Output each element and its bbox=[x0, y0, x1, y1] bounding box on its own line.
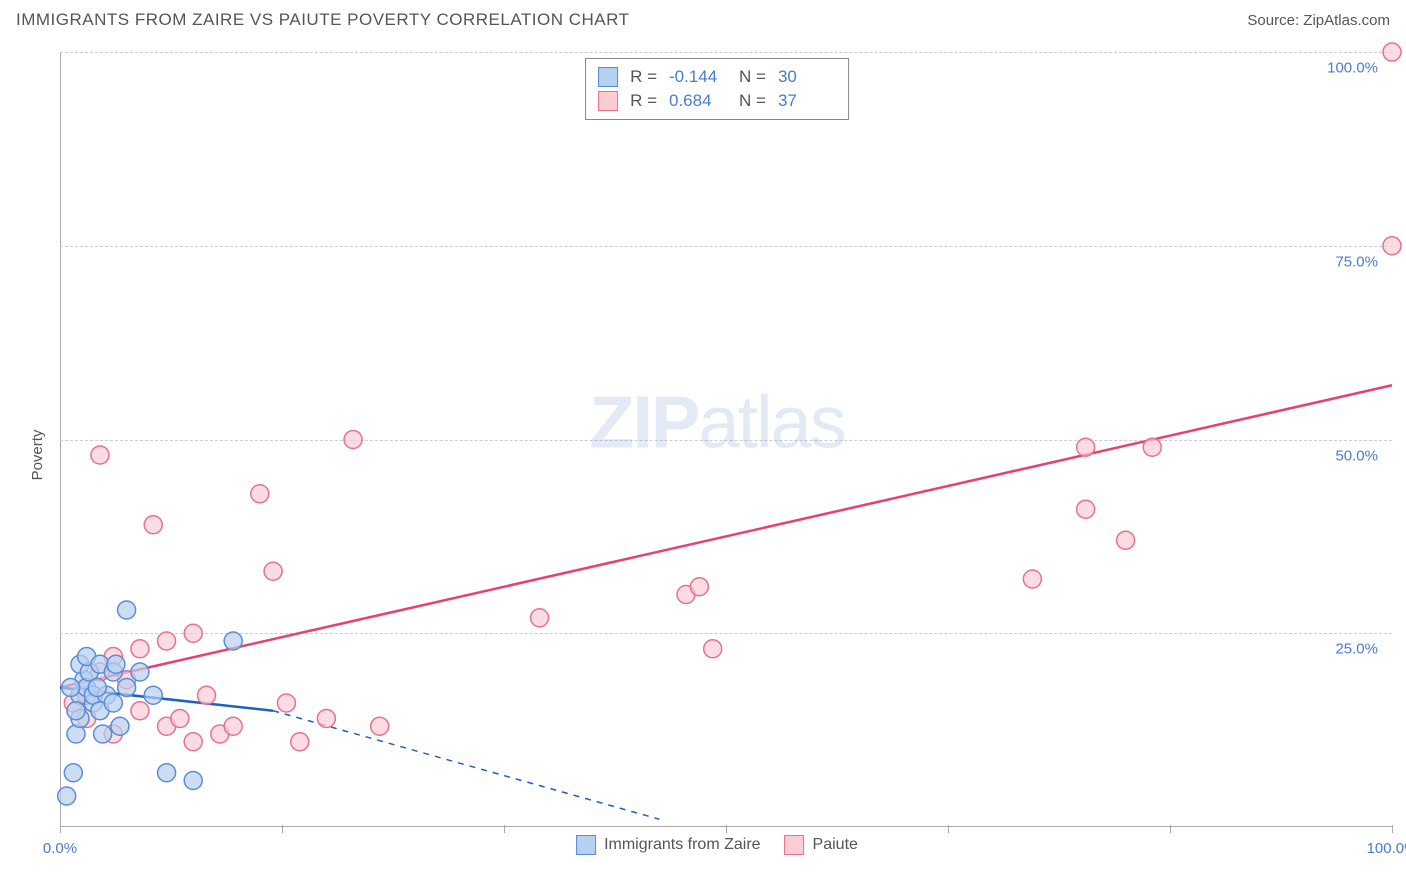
x-tick-label: 0.0% bbox=[43, 840, 77, 857]
data-point bbox=[158, 632, 176, 650]
data-point bbox=[224, 717, 242, 735]
chart-title: IMMIGRANTS FROM ZAIRE VS PAIUTE POVERTY … bbox=[16, 10, 630, 30]
data-point bbox=[371, 717, 389, 735]
data-point bbox=[94, 725, 112, 743]
data-point bbox=[251, 485, 269, 503]
scatter-plot-svg bbox=[60, 52, 1392, 827]
data-point bbox=[1077, 500, 1095, 518]
data-point bbox=[131, 702, 149, 720]
data-point bbox=[198, 686, 216, 704]
data-point bbox=[131, 663, 149, 681]
data-point bbox=[171, 710, 189, 728]
r-value-paiute: 0.684 bbox=[669, 91, 727, 111]
x-tick bbox=[1392, 825, 1393, 833]
data-point bbox=[144, 516, 162, 534]
data-point bbox=[1117, 531, 1135, 549]
legend-row-paiute: R = 0.684 N = 37 bbox=[598, 89, 836, 113]
data-point bbox=[344, 431, 362, 449]
source-attribution: Source: ZipAtlas.com bbox=[1247, 12, 1390, 29]
data-point bbox=[58, 787, 76, 805]
n-value-zaire: 30 bbox=[778, 67, 836, 87]
legend-label-paiute: Paiute bbox=[813, 836, 858, 854]
data-point bbox=[264, 562, 282, 580]
data-point bbox=[317, 710, 335, 728]
data-point bbox=[690, 578, 708, 596]
n-value-paiute: 37 bbox=[778, 91, 836, 111]
data-point bbox=[88, 679, 106, 697]
r-value-zaire: -0.144 bbox=[669, 67, 727, 87]
r-label: R = bbox=[630, 91, 657, 111]
data-point bbox=[118, 601, 136, 619]
source-prefix: Source: bbox=[1247, 12, 1303, 29]
data-point bbox=[91, 446, 109, 464]
legend-swatch-zaire-bottom bbox=[576, 835, 596, 855]
source-name: ZipAtlas.com bbox=[1303, 12, 1390, 29]
data-point bbox=[291, 733, 309, 751]
data-point bbox=[1383, 237, 1401, 255]
data-point bbox=[1383, 43, 1401, 61]
legend-item-zaire: Immigrants from Zaire bbox=[576, 835, 760, 855]
data-point bbox=[107, 655, 125, 673]
data-point bbox=[158, 764, 176, 782]
data-point bbox=[1077, 438, 1095, 456]
correlation-legend: R = -0.144 N = 30 R = 0.684 N = 37 bbox=[585, 58, 849, 120]
data-point bbox=[704, 640, 722, 658]
legend-swatch-zaire bbox=[598, 67, 618, 87]
data-point bbox=[184, 772, 202, 790]
legend-label-zaire: Immigrants from Zaire bbox=[604, 836, 760, 854]
data-point bbox=[104, 694, 122, 712]
data-point bbox=[224, 632, 242, 650]
legend-item-paiute: Paiute bbox=[785, 835, 858, 855]
data-point bbox=[111, 717, 129, 735]
data-point bbox=[184, 733, 202, 751]
n-label: N = bbox=[739, 67, 766, 87]
chart-header: IMMIGRANTS FROM ZAIRE VS PAIUTE POVERTY … bbox=[0, 0, 1406, 38]
legend-row-zaire: R = -0.144 N = 30 bbox=[598, 65, 836, 89]
y-axis-label: Poverty bbox=[29, 429, 46, 480]
chart-container: Poverty 25.0%50.0%75.0%100.0% 0.0%100.0%… bbox=[42, 52, 1392, 857]
data-point bbox=[1143, 438, 1161, 456]
data-point bbox=[277, 694, 295, 712]
legend-swatch-paiute bbox=[598, 91, 618, 111]
n-label: N = bbox=[739, 91, 766, 111]
data-point bbox=[131, 640, 149, 658]
data-point bbox=[62, 679, 80, 697]
r-label: R = bbox=[630, 67, 657, 87]
x-tick-label: 100.0% bbox=[1367, 840, 1406, 857]
legend-swatch-paiute-bottom bbox=[785, 835, 805, 855]
trend-line-1 bbox=[60, 385, 1392, 687]
series-legend: Immigrants from Zaire Paiute bbox=[576, 835, 858, 855]
data-point bbox=[531, 609, 549, 627]
data-point bbox=[144, 686, 162, 704]
data-point bbox=[1023, 570, 1041, 588]
data-point bbox=[118, 679, 136, 697]
data-point bbox=[184, 624, 202, 642]
data-point bbox=[67, 702, 85, 720]
data-point bbox=[64, 764, 82, 782]
